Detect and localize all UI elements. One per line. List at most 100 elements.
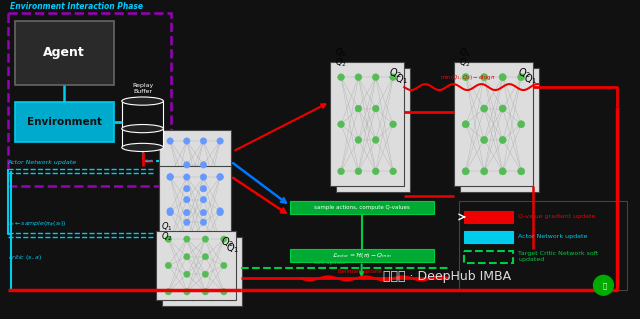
Circle shape [217, 174, 223, 180]
Bar [464, 231, 513, 243]
Circle shape [468, 174, 476, 181]
Bar [291, 249, 434, 262]
Ellipse shape [122, 143, 163, 152]
Text: 公众号 · DeepHub IMBA: 公众号 · DeepHub IMBA [383, 270, 511, 283]
Bar [464, 211, 513, 223]
Bar [122, 101, 163, 147]
Circle shape [221, 262, 227, 269]
Circle shape [227, 295, 233, 301]
Circle shape [372, 168, 379, 175]
Bar [330, 62, 404, 186]
Circle shape [486, 111, 493, 118]
Circle shape [200, 162, 207, 168]
Circle shape [481, 168, 488, 175]
Circle shape [184, 162, 190, 168]
Circle shape [361, 80, 368, 86]
Bar [15, 102, 114, 142]
Circle shape [355, 168, 362, 175]
Circle shape [518, 74, 525, 81]
Circle shape [344, 174, 350, 181]
Circle shape [217, 208, 223, 214]
Circle shape [184, 138, 190, 144]
Circle shape [481, 74, 488, 81]
Circle shape [221, 236, 227, 242]
Circle shape [355, 137, 362, 143]
Circle shape [167, 208, 173, 214]
Circle shape [462, 121, 469, 128]
Circle shape [202, 289, 209, 295]
Circle shape [189, 260, 196, 266]
Text: $Q_2$: $Q_2$ [518, 66, 531, 80]
Text: Target Critic Network soft
updated: Target Critic Network soft updated [518, 251, 598, 262]
Circle shape [486, 142, 493, 150]
Circle shape [361, 111, 368, 118]
Circle shape [167, 242, 173, 248]
Bar [163, 237, 242, 306]
Circle shape [361, 174, 368, 181]
Circle shape [499, 105, 506, 112]
Circle shape [518, 121, 525, 128]
Circle shape [184, 271, 190, 278]
Circle shape [189, 277, 196, 283]
Ellipse shape [122, 124, 163, 133]
Circle shape [200, 185, 207, 192]
Circle shape [217, 242, 223, 248]
Circle shape [200, 197, 207, 203]
Circle shape [165, 289, 172, 295]
Circle shape [189, 295, 196, 301]
Text: Actor Network update: Actor Network update [8, 160, 77, 165]
Bar [156, 231, 236, 300]
Bar [459, 201, 627, 290]
Circle shape [184, 236, 190, 242]
Text: critic $(s,a)$: critic $(s,a)$ [8, 253, 42, 262]
Circle shape [165, 236, 172, 242]
Circle shape [217, 174, 223, 180]
Circle shape [189, 242, 196, 248]
Circle shape [184, 289, 190, 295]
Circle shape [227, 242, 233, 248]
Circle shape [593, 275, 613, 295]
Circle shape [468, 79, 476, 87]
Circle shape [208, 242, 214, 248]
Circle shape [486, 79, 493, 87]
Text: $Q_1$: $Q_1$ [161, 220, 173, 233]
Circle shape [378, 174, 385, 181]
Circle shape [184, 219, 190, 226]
Circle shape [165, 262, 172, 269]
Text: $Q_1$: $Q_1$ [459, 47, 470, 59]
Circle shape [524, 127, 531, 134]
Circle shape [524, 174, 531, 181]
Circle shape [217, 209, 223, 216]
Circle shape [462, 168, 469, 175]
Circle shape [481, 137, 488, 144]
Circle shape [184, 254, 190, 260]
Bar [159, 167, 231, 256]
Circle shape [378, 111, 385, 118]
Text: $Q_2$: $Q_2$ [161, 230, 173, 243]
Circle shape [202, 271, 209, 278]
Circle shape [372, 137, 379, 143]
Circle shape [505, 79, 512, 87]
Circle shape [200, 138, 207, 144]
Circle shape [208, 277, 214, 283]
Circle shape [344, 127, 350, 134]
Text: 微: 微 [602, 282, 607, 289]
Text: $Q_2$: $Q_2$ [389, 66, 403, 80]
Circle shape [486, 174, 493, 181]
Circle shape [184, 185, 190, 192]
Circle shape [171, 268, 177, 275]
Circle shape [468, 127, 476, 134]
Text: Bellman update: Bellman update [338, 270, 381, 274]
Text: $Q_1$: $Q_1$ [227, 241, 240, 255]
Bar [460, 68, 539, 192]
Circle shape [481, 105, 488, 112]
Circle shape [167, 209, 173, 216]
Circle shape [167, 174, 173, 180]
Bar [15, 21, 114, 85]
Circle shape [390, 121, 396, 128]
Text: $Q_1$: $Q_1$ [335, 47, 347, 59]
Text: Q-value gradient update: Q-value gradient update [518, 214, 596, 219]
Circle shape [338, 121, 344, 128]
Text: $Q_1$: $Q_1$ [395, 72, 408, 86]
Circle shape [200, 174, 207, 180]
